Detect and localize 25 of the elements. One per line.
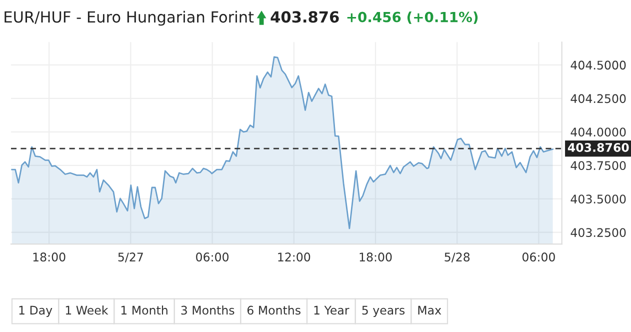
y-tick-label: 404.5000 <box>570 60 626 70</box>
x-tick-label: 5/27 <box>118 252 143 262</box>
text: 6 Months <box>247 306 300 315</box>
text: 1 Month <box>121 306 168 315</box>
text: 5 years <box>362 306 405 317</box>
text: 1 Week <box>66 306 108 315</box>
chart-title: EUR/HUF - Euro Hungarian Forint <box>4 10 254 26</box>
y-tick-label: 403.5000 <box>570 194 626 204</box>
x-tick-label: 06:00 <box>196 252 229 262</box>
x-tick-label: 18:00 <box>33 252 66 262</box>
ref-line-label: 403.8760 <box>568 143 629 152</box>
text: +0.456 (+0.11%) <box>347 12 478 24</box>
text: 1 Day <box>19 306 52 317</box>
x-tick-label: 06:00 <box>522 252 555 262</box>
text: 403.876 <box>270 11 339 23</box>
x-tick-label: 18:00 <box>360 252 392 262</box>
text: Max <box>418 306 442 315</box>
text: 1 Year <box>314 306 350 315</box>
x-tick-label: 5/28 <box>444 252 470 262</box>
y-tick-label: 404.2500 <box>570 94 626 104</box>
y-tick-label: 403.7500 <box>570 161 626 170</box>
y-tick-label: 403.2500 <box>570 228 626 238</box>
x-tick-label: 12:00 <box>278 252 310 262</box>
text: 3 Months <box>181 306 234 315</box>
y-tick-label: 404.0000 <box>570 128 626 137</box>
